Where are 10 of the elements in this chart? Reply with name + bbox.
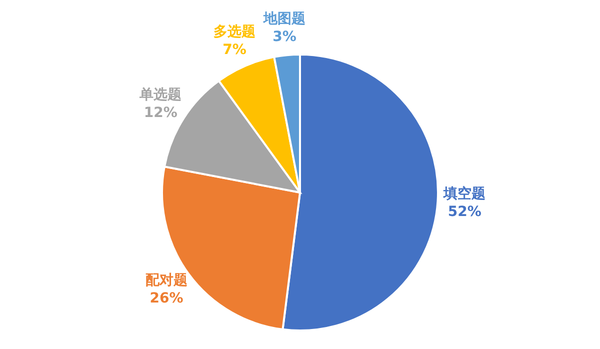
slice-label: 填空题 <box>442 184 486 202</box>
data-label: 12% <box>144 105 178 122</box>
slice-label: 单选题 <box>138 87 182 104</box>
data-label: 3% <box>272 29 296 46</box>
slice-label: 配对题 <box>146 272 188 288</box>
slice-label: 地图题 <box>262 11 306 28</box>
data-label: 26% <box>150 290 184 306</box>
data-label: 52% <box>448 204 482 220</box>
data-label: 7% <box>222 42 246 58</box>
slice-label: 多选题 <box>213 24 256 40</box>
